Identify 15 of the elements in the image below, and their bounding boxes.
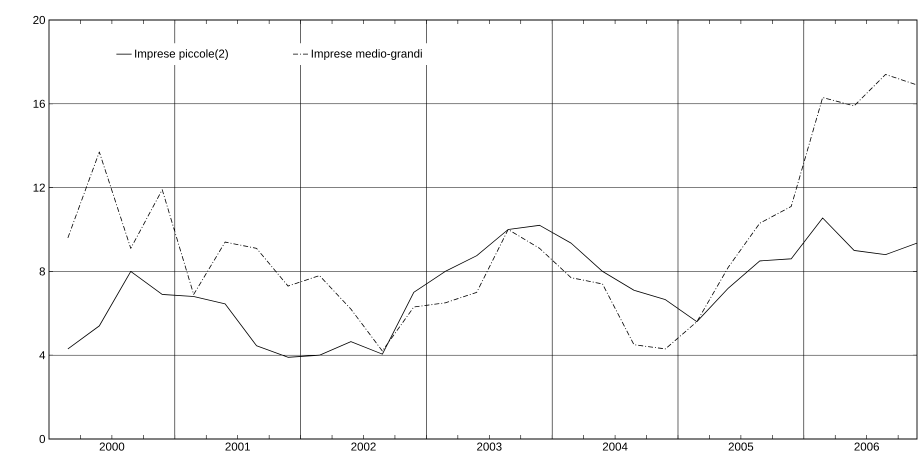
legend-label: Imprese piccole(2) <box>135 49 228 60</box>
x-tick-label: 2000 <box>100 442 124 451</box>
x-tick-label: 2004 <box>602 442 628 451</box>
y-tick-label: 16 <box>34 100 45 108</box>
legend-label: Imprese medio-grandi <box>312 49 422 60</box>
y-tick-label: 12 <box>34 184 45 192</box>
y-tick-label: 8 <box>40 267 45 276</box>
y-tick-label: 20 <box>33 16 46 24</box>
x-tick-label: 2005 <box>728 442 754 451</box>
y-tick-label: 0 <box>40 434 46 444</box>
x-tick-label: 2001 <box>225 442 250 451</box>
x-tick-label: 2006 <box>854 442 879 451</box>
x-tick-label: 2003 <box>477 442 502 451</box>
y-tick-label: 4 <box>39 351 46 360</box>
x-tick-label: 2002 <box>351 442 376 451</box>
